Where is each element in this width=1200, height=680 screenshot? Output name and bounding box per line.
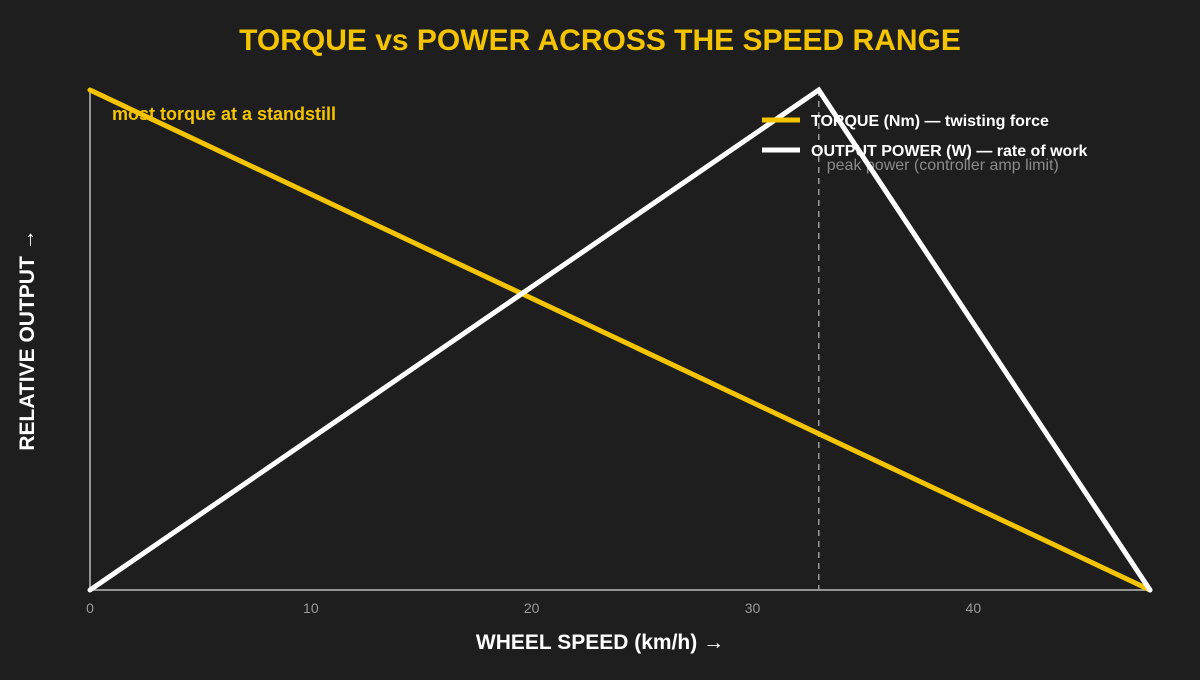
legend-label: OUTPUT POWER (W) — rate of work — [811, 143, 1088, 160]
x-tick-label: 30 — [745, 600, 761, 616]
chart-title: TORQUE vs POWER ACROSS THE SPEED RANGE — [239, 24, 961, 57]
peak-power-label: peak power (controller amp limit) — [827, 157, 1059, 174]
x-tick-label: 0 — [86, 600, 94, 616]
torque-annotation: most torque at a standstill — [112, 104, 336, 124]
x-tick-label: 40 — [966, 600, 982, 616]
x-axis-label: WHEEL SPEED (km/h) → — [476, 631, 724, 654]
legend: TORQUE (Nm) — twisting force OUTPUT POWER… — [762, 113, 1088, 160]
legend-label: TORQUE (Nm) — twisting force — [811, 113, 1049, 130]
torque-line — [87, 87, 1153, 593]
x-tick-label: 20 — [524, 600, 540, 616]
annotations: most torque at a standstill — [112, 104, 336, 124]
power-line — [87, 86, 1153, 593]
y-axis-label: RELATIVE OUTPUT → — [16, 229, 39, 450]
x-tick-label: 10 — [303, 600, 319, 616]
series-lines — [87, 86, 1153, 593]
x-tick-labels: 0 10 20 30 40 — [86, 600, 981, 616]
reference-lines: peak power (controller amp limit) — [818, 90, 1059, 590]
